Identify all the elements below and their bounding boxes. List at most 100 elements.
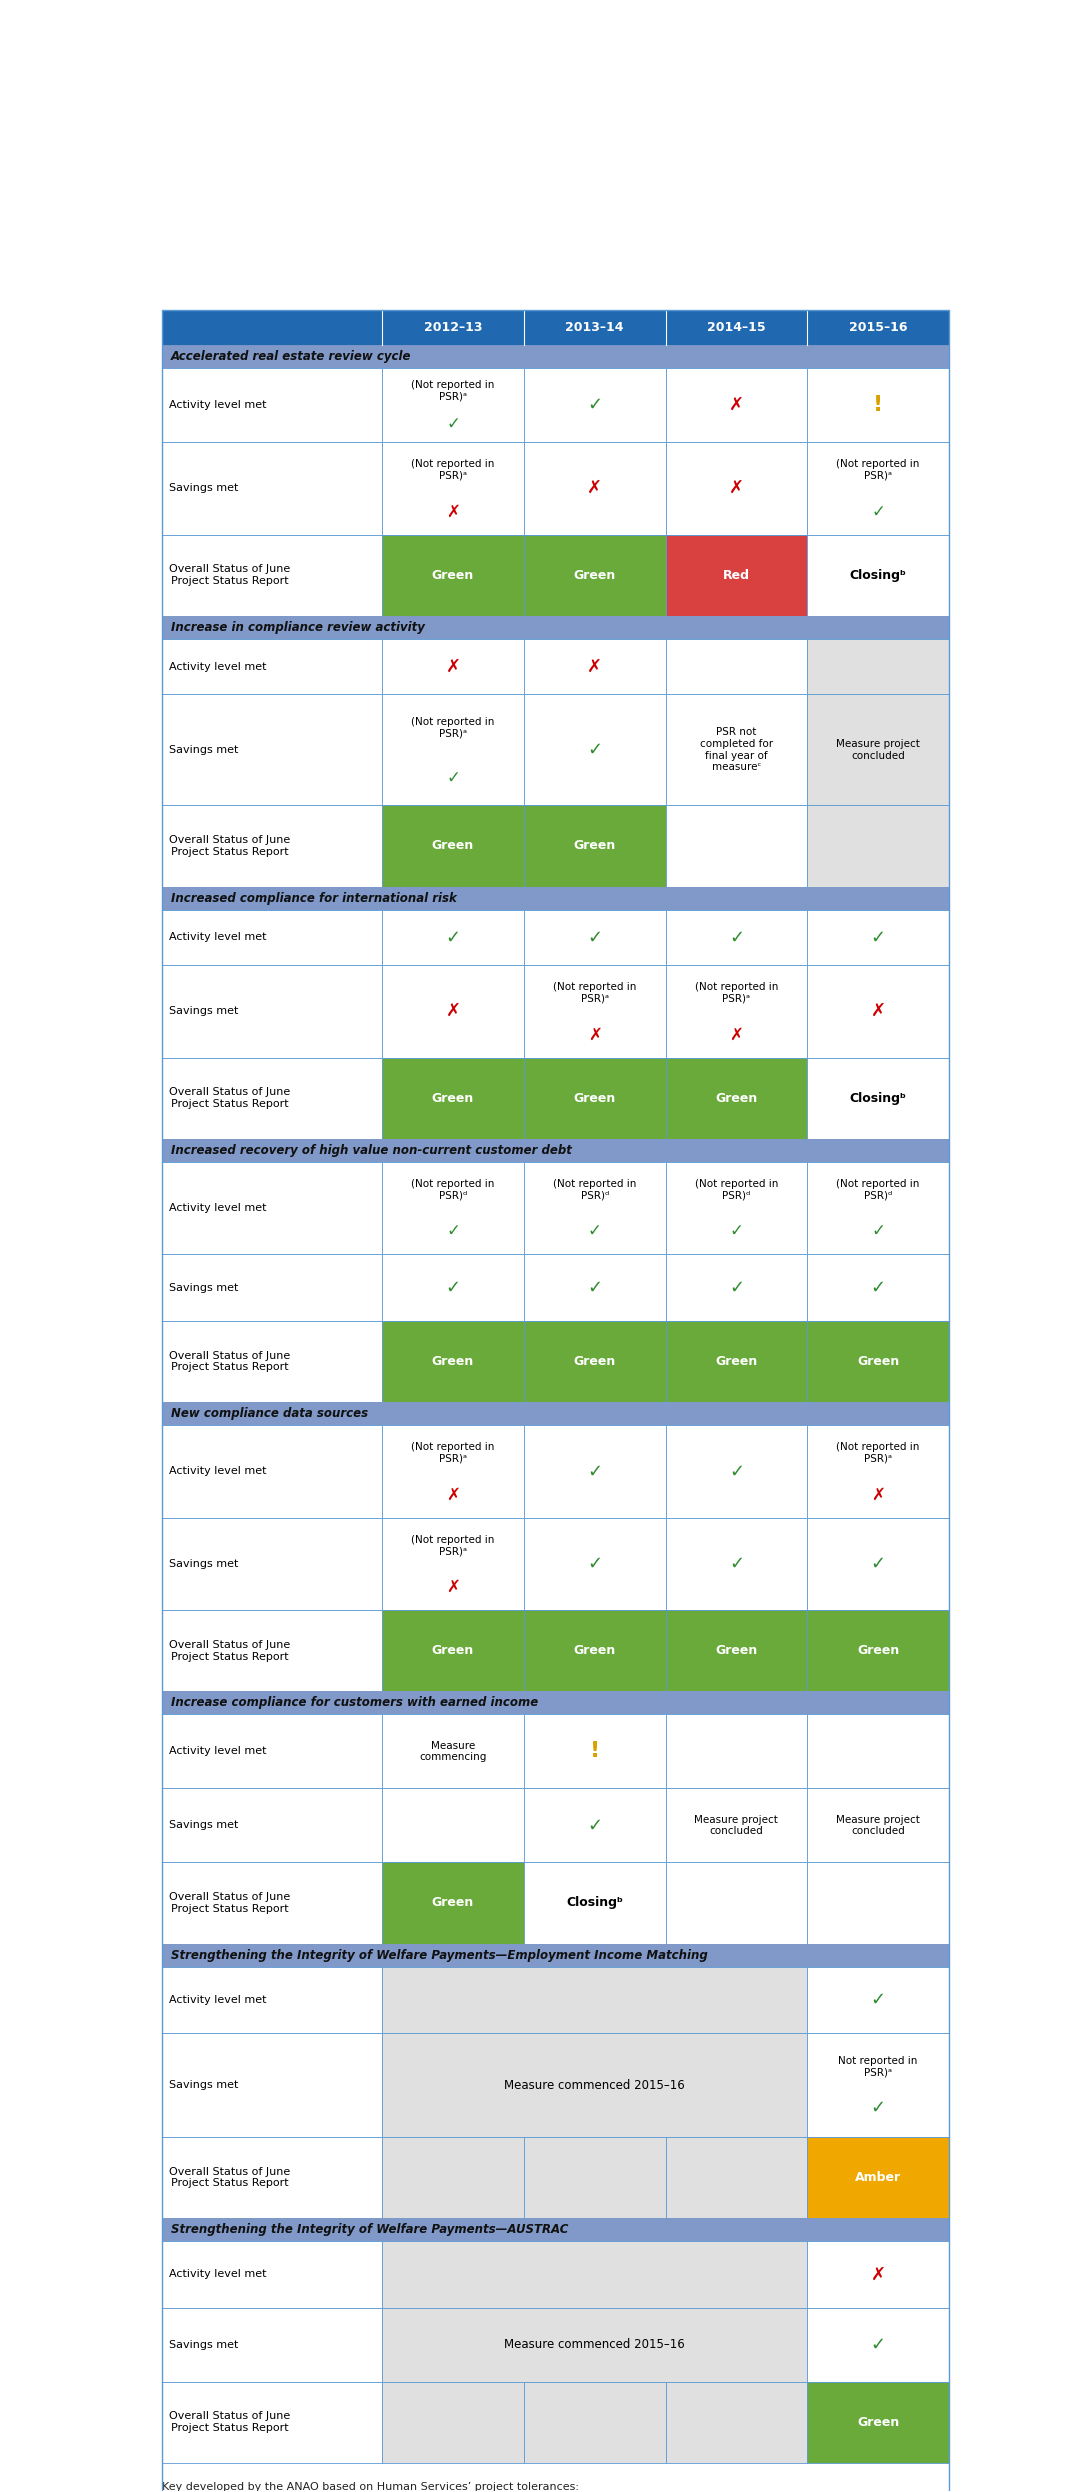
Bar <box>161 615 949 640</box>
Text: Measure
commencing: Measure commencing <box>420 1741 486 1761</box>
Bar <box>666 441 807 536</box>
Bar <box>161 2137 382 2217</box>
Text: Green: Green <box>431 839 475 852</box>
Text: Amber: Amber <box>855 2172 902 2185</box>
Text: ✗: ✗ <box>872 1485 886 1505</box>
Text: (Not reported in
PSR)ᵈ: (Not reported in PSR)ᵈ <box>836 1178 920 1201</box>
Text: ✓: ✓ <box>872 503 886 521</box>
Text: Green: Green <box>431 1091 475 1104</box>
Text: ✗: ✗ <box>587 1026 601 1044</box>
Bar <box>382 1059 524 1138</box>
Bar <box>382 1609 524 1691</box>
Bar <box>807 2307 949 2381</box>
Text: Not reported in
PSR)ᵃ: Not reported in PSR)ᵃ <box>838 2055 918 2077</box>
Bar <box>161 1517 382 1609</box>
Text: Strengthening the Integrity of Welfare Payments—Employment Income Matching: Strengthening the Integrity of Welfare P… <box>171 1948 708 1963</box>
Bar <box>161 2217 949 2242</box>
Text: Green: Green <box>858 2416 900 2429</box>
Bar <box>161 2381 382 2464</box>
Text: ✓: ✓ <box>870 1278 886 1298</box>
Bar <box>161 1968 382 2033</box>
Bar <box>382 2381 524 2464</box>
Bar <box>666 1609 807 1691</box>
Text: Savings met: Savings met <box>169 1821 239 1831</box>
Text: Red: Red <box>723 568 750 583</box>
Text: Overall Status of June
Project Status Report: Overall Status of June Project Status Re… <box>169 1089 291 1108</box>
Text: ✗: ✗ <box>447 1577 459 1597</box>
Text: ✗: ✗ <box>728 478 744 498</box>
Text: Overall Status of June
Project Status Report: Overall Status of June Project Status Re… <box>169 1639 291 1661</box>
Bar <box>524 369 666 441</box>
Text: !: ! <box>590 1741 599 1761</box>
Bar <box>666 640 807 695</box>
Text: ✓: ✓ <box>447 414 459 433</box>
Bar <box>382 1968 807 2033</box>
Bar <box>382 640 524 695</box>
Text: 2015–16: 2015–16 <box>849 321 907 334</box>
Bar <box>382 2307 807 2381</box>
Bar <box>161 1255 382 1320</box>
Bar <box>161 805 382 887</box>
Bar <box>807 2242 949 2307</box>
Bar <box>161 2033 382 2137</box>
Bar <box>666 1255 807 1320</box>
Bar <box>666 805 807 887</box>
Bar <box>807 909 949 964</box>
Bar <box>382 369 524 441</box>
Text: Activity level met: Activity level met <box>169 1746 267 1756</box>
Bar <box>161 1943 949 1968</box>
Bar <box>161 2307 382 2381</box>
Text: PSR not
completed for
final year of
measureᶜ: PSR not completed for final year of meas… <box>699 727 773 772</box>
Text: Activity level met: Activity level met <box>169 401 267 411</box>
Text: (Not reported in
PSR)ᵃ: (Not reported in PSR)ᵃ <box>411 379 495 401</box>
Text: ✓: ✓ <box>870 2100 886 2117</box>
Bar <box>161 1320 382 1402</box>
Bar <box>807 1714 949 1789</box>
Text: ✓: ✓ <box>587 1223 601 1241</box>
Text: 2014–15: 2014–15 <box>707 321 766 334</box>
Bar <box>666 1161 807 1255</box>
Text: Green: Green <box>574 1644 615 1657</box>
Text: Measure project
concluded: Measure project concluded <box>836 740 920 760</box>
Text: (Not reported in
PSR)ᵈ: (Not reported in PSR)ᵈ <box>411 1178 495 1201</box>
Text: ✗: ✗ <box>730 1026 744 1044</box>
Text: Strengthening the Integrity of Welfare Payments—AUSTRAC: Strengthening the Integrity of Welfare P… <box>171 2222 568 2237</box>
Bar <box>666 1425 807 1517</box>
Text: Overall Status of June
Project Status Report: Overall Status of June Project Status Re… <box>169 834 291 857</box>
Bar <box>666 2137 807 2217</box>
Bar <box>807 964 949 1059</box>
Bar <box>524 695 666 805</box>
Bar <box>524 441 666 536</box>
Bar <box>666 1789 807 1863</box>
Text: Savings met: Savings met <box>169 1283 239 1293</box>
Bar <box>382 1517 524 1609</box>
Bar <box>524 640 666 695</box>
Bar <box>161 311 949 346</box>
Text: Measure commenced 2015–16: Measure commenced 2015–16 <box>505 2339 685 2352</box>
Bar <box>161 1609 382 1691</box>
Text: ✓: ✓ <box>587 740 603 760</box>
Text: ✓: ✓ <box>728 1462 744 1480</box>
Bar <box>807 1320 949 1402</box>
Text: Green: Green <box>858 1355 900 1368</box>
Bar <box>382 964 524 1059</box>
Bar <box>382 1161 524 1255</box>
Bar <box>807 1425 949 1517</box>
Bar <box>382 805 524 887</box>
Bar <box>666 369 807 441</box>
Text: (Not reported in
PSR)ᵃ: (Not reported in PSR)ᵃ <box>411 1534 495 1557</box>
Bar <box>524 1789 666 1863</box>
Text: ✓: ✓ <box>728 1554 744 1572</box>
Bar <box>524 2137 666 2217</box>
Bar <box>161 1138 949 1161</box>
Bar <box>161 2242 382 2307</box>
Bar <box>807 805 949 887</box>
Text: Savings met: Savings met <box>169 1006 239 1016</box>
Bar <box>524 964 666 1059</box>
Text: (Not reported in
PSR)ᵃ: (Not reported in PSR)ᵃ <box>553 981 636 1004</box>
Text: Measure commenced 2015–16: Measure commenced 2015–16 <box>505 2077 685 2092</box>
Bar <box>807 2381 949 2464</box>
Text: Activity level met: Activity level met <box>169 1203 267 1213</box>
Text: ✗: ✗ <box>870 1001 886 1021</box>
Text: Savings met: Savings met <box>169 745 239 755</box>
